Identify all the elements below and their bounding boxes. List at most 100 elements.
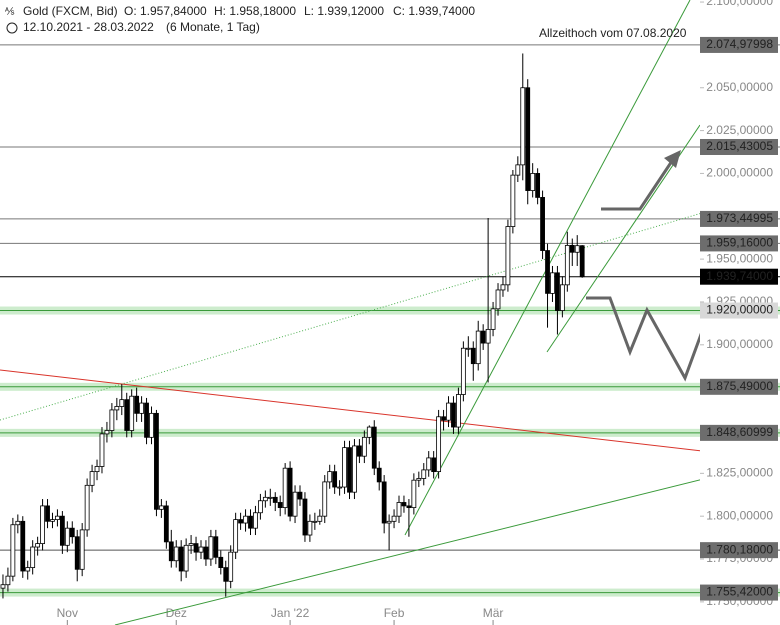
y-tick-label: 1.825,00000 bbox=[706, 466, 773, 480]
level-label-box bbox=[700, 378, 778, 395]
ohlc-close: C: 1.939,74000 bbox=[393, 4, 475, 18]
candle-body bbox=[342, 447, 347, 488]
candle-body bbox=[297, 491, 303, 500]
y-tick-label: 1.800,00000 bbox=[706, 508, 773, 522]
candle-body bbox=[154, 412, 159, 510]
candle-body bbox=[525, 87, 531, 191]
candle-body bbox=[451, 402, 456, 428]
candle-body bbox=[292, 491, 298, 517]
candle-body bbox=[228, 551, 234, 582]
level-label-box bbox=[700, 584, 778, 601]
level-label: 1.973,44995 bbox=[706, 211, 773, 225]
level-label-box bbox=[700, 542, 778, 559]
candle-body bbox=[307, 520, 313, 536]
candle-body bbox=[178, 546, 184, 572]
candle-body bbox=[515, 164, 521, 176]
candle-body bbox=[198, 546, 204, 553]
level-label: 1.920,00000 bbox=[706, 303, 773, 317]
candle-body bbox=[99, 433, 105, 467]
candle-body bbox=[421, 469, 427, 479]
trend-line bbox=[114, 479, 700, 625]
clock-icon bbox=[6, 22, 18, 34]
candle-body bbox=[376, 467, 382, 483]
candle-body bbox=[332, 471, 338, 488]
candle-body bbox=[233, 519, 239, 553]
candle-body bbox=[20, 520, 26, 572]
candle-body bbox=[89, 471, 95, 486]
candle-body bbox=[381, 481, 387, 524]
candle-body bbox=[94, 466, 100, 473]
candle-body bbox=[119, 399, 125, 407]
candle-body bbox=[302, 498, 308, 536]
candle-body bbox=[495, 289, 501, 310]
candle-body bbox=[213, 536, 219, 558]
y-tick-label: 2.000,00000 bbox=[706, 166, 773, 180]
level-label: 2.074,97998 bbox=[706, 37, 773, 51]
header: ⅍ Gold (FXCM, Bid) O: 1.957,84000 H: 1.9… bbox=[5, 4, 687, 40]
candle-body bbox=[25, 567, 31, 572]
candle-body bbox=[416, 478, 422, 481]
candle-body bbox=[193, 543, 199, 553]
x-tick-label: Dez bbox=[166, 606, 187, 620]
candle-body bbox=[426, 457, 432, 471]
level-label: 1.780,18000 bbox=[706, 542, 773, 556]
period: (6 Monate, 1 Tag) bbox=[166, 20, 260, 34]
candle-body bbox=[490, 308, 496, 330]
candle-body bbox=[253, 512, 258, 529]
candle-body bbox=[446, 402, 451, 421]
level-label-box bbox=[700, 138, 778, 155]
candle-body bbox=[74, 536, 80, 570]
ohlc-high: H: 1.958,18000 bbox=[214, 4, 296, 18]
candle-body bbox=[396, 502, 402, 517]
candle-body bbox=[312, 520, 318, 523]
candle-body bbox=[79, 529, 85, 570]
candle-body bbox=[465, 347, 471, 350]
candle-body bbox=[203, 546, 209, 560]
ohlc-low: L: 1.939,12000 bbox=[304, 4, 384, 18]
candle-body bbox=[282, 467, 288, 509]
candle-body bbox=[15, 520, 21, 526]
candle-body bbox=[168, 541, 174, 562]
ohlc-open: O: 1.957,84000 bbox=[124, 4, 207, 18]
candle-body bbox=[129, 395, 135, 431]
trend-line bbox=[0, 369, 700, 452]
candle-body bbox=[223, 567, 229, 582]
y-tick-label: 2.100,00000 bbox=[706, 0, 773, 8]
candle-body bbox=[485, 328, 491, 344]
candle-body bbox=[352, 445, 357, 493]
candle-body bbox=[361, 436, 367, 457]
candle-body bbox=[460, 347, 466, 395]
x-tick-label: Mär bbox=[483, 606, 504, 620]
candle-body bbox=[391, 515, 397, 522]
candle-body bbox=[564, 245, 570, 286]
candle-body bbox=[50, 519, 55, 522]
x-tick-label: Feb bbox=[384, 606, 405, 620]
candle-body bbox=[183, 544, 189, 572]
level-label-box bbox=[700, 268, 778, 285]
candle-body bbox=[545, 250, 550, 294]
candle-body bbox=[257, 500, 263, 514]
arrow bbox=[601, 154, 678, 211]
candle-body bbox=[510, 174, 516, 227]
y-tick-label: 2.025,00000 bbox=[706, 123, 773, 137]
candle-body bbox=[505, 226, 511, 286]
candle-body bbox=[456, 394, 461, 428]
candle-body bbox=[277, 502, 283, 509]
level-label: 1.959,16000 bbox=[706, 236, 773, 250]
candle-body bbox=[569, 245, 575, 253]
candle-body bbox=[0, 584, 6, 589]
candle-body bbox=[401, 502, 407, 507]
candle-body bbox=[218, 556, 224, 568]
y-tick-label: 1.950,00000 bbox=[706, 251, 773, 265]
candle-body bbox=[144, 402, 149, 438]
scenario-path bbox=[586, 296, 700, 382]
level-label-box bbox=[700, 210, 778, 227]
y-tick-label: 1.900,00000 bbox=[706, 337, 773, 351]
candle-body bbox=[35, 543, 41, 548]
candles-layer bbox=[0, 53, 585, 599]
level-label: 1.875,49000 bbox=[706, 379, 773, 393]
candle-body bbox=[520, 87, 526, 166]
candle-body bbox=[163, 505, 169, 543]
